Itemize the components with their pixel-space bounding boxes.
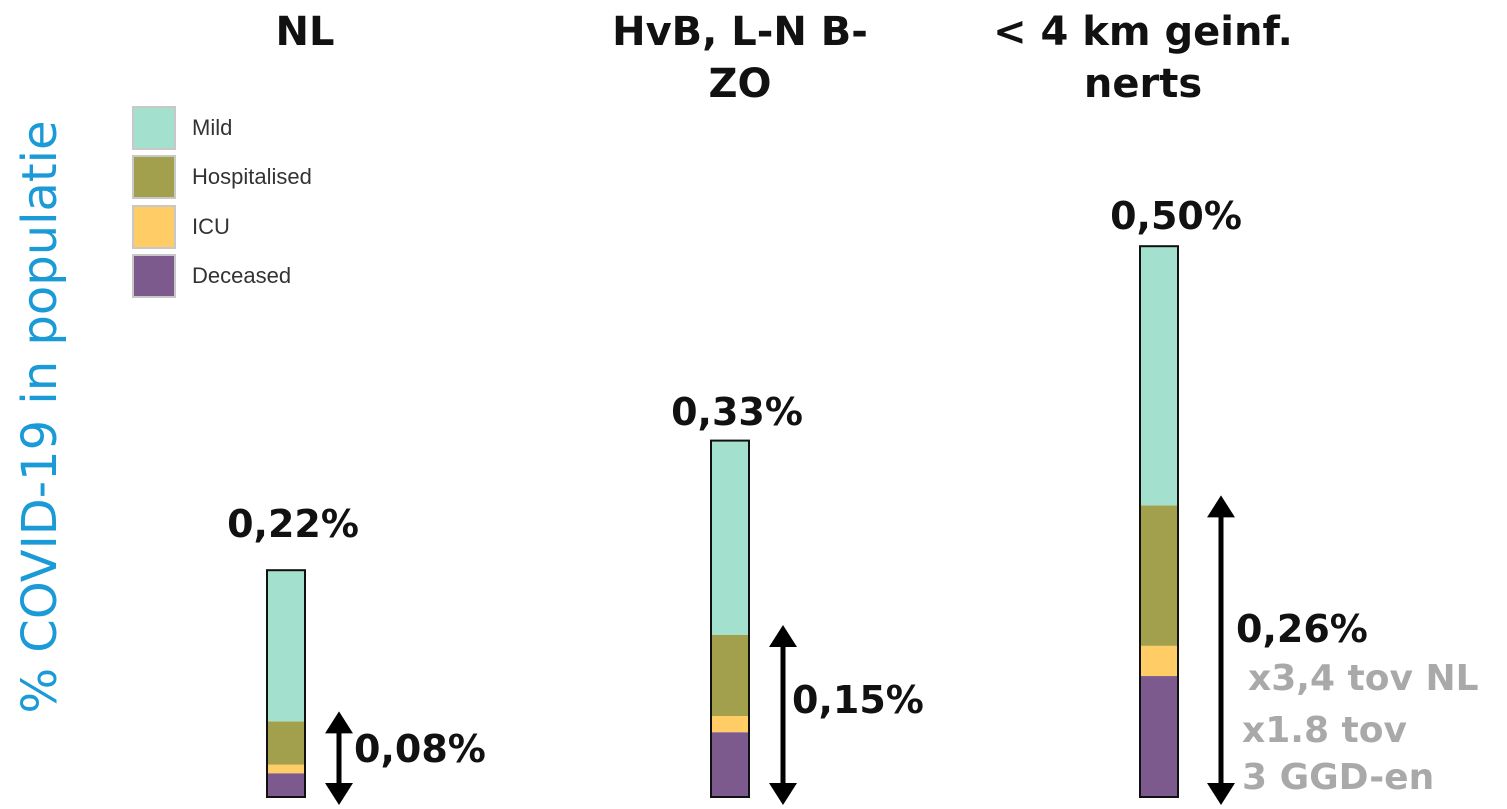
legend-swatch [132,105,176,150]
legend-item-mild: Mild [132,103,312,153]
category-title-line: NL [275,9,335,55]
bar-segment-deceased [267,773,305,797]
category-title-line: < 4 km geinf. [993,9,1293,55]
bar-segment-mild [267,570,305,722]
y-axis-label: % COVID-19 in populatie [12,120,68,714]
severity-arrow-head-up [325,711,353,734]
note-vs-nl: x3,4 tov NL [1248,658,1479,699]
category-title-nerts: < 4 km geinf. nerts [963,6,1323,110]
legend-label: Mild [192,114,233,140]
legend-item-hospitalised: Hospitalised [132,153,312,203]
category-title-hvb: HvB, L-N B- ZO [560,6,920,110]
legend-item-deceased: Deceased [132,252,312,302]
category-title-line: ZO [708,61,772,107]
category-title-nl: NL [125,6,485,58]
legend-label: Hospitalised [192,164,312,190]
severity-arrow-head-down [325,783,353,805]
annotation-label-nl: 0,08% [354,727,486,771]
legend: Mild Hospitalised ICU Deceased [132,103,312,301]
legend-swatch [132,254,176,299]
bar-outline [1139,245,1179,798]
bar-segment-icu [1140,645,1178,677]
category-title-line: nerts [1083,61,1203,107]
bar-segment-hospitalised [267,721,305,765]
bar-segment-hospitalised [711,635,749,716]
bar-outline [710,439,750,798]
severity-arrow-head-down [1207,783,1235,805]
note-vs-ggd-line2: 3 GGD-en [1242,757,1435,798]
legend-label: Deceased [192,263,292,289]
note-vs-ggd-line1: x1.8 tov [1242,710,1407,751]
annotation-label-nerts: 0,26% [1236,607,1368,651]
bar-outline [266,569,306,799]
annotation-label-hvb: 0,15% [792,678,924,722]
bar-segment-icu [711,716,749,733]
legend-label: ICU [192,213,230,239]
severity-arrow-head-down [769,783,797,805]
bar-segment-hospitalised [1140,505,1178,646]
legend-item-icu: ICU [132,202,312,252]
legend-swatch [132,204,176,249]
total-label-nerts: 0,50% [1110,194,1242,238]
bar-segment-icu [267,764,305,774]
bar-segment-mild [711,440,749,635]
severity-arrow-head-up [769,625,797,647]
bar-segment-deceased [711,732,749,797]
legend-swatch [132,155,176,200]
bar-segment-deceased [1140,676,1178,797]
severity-arrow-head-up [1207,495,1235,518]
total-label-hvb: 0,33% [671,390,803,434]
category-title-line: HvB, L-N B- [612,9,868,55]
total-label-nl: 0,22% [227,502,359,546]
bar-segment-mild [1140,246,1178,506]
